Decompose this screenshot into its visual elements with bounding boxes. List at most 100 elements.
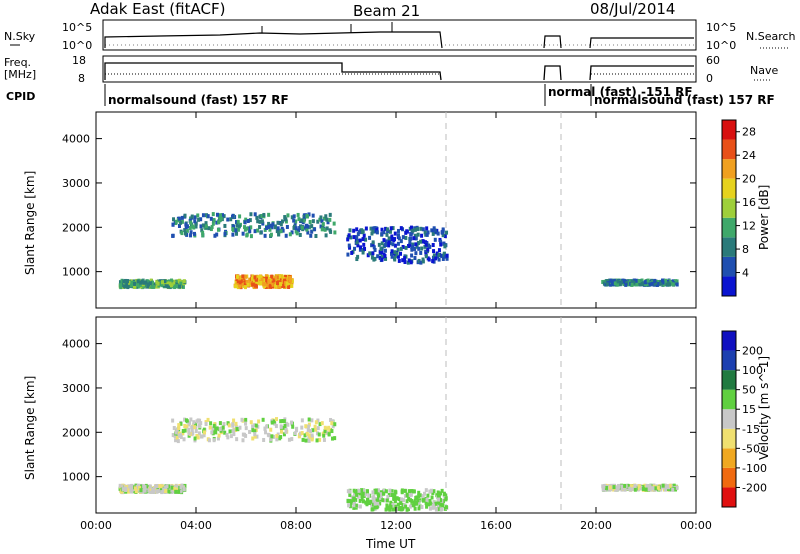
data-cell (370, 502, 374, 507)
data-cell (411, 244, 415, 249)
data-cell (318, 217, 322, 222)
data-cell (133, 284, 137, 289)
data-cell (187, 431, 191, 436)
colorbar-swatch (722, 139, 736, 160)
data-cell (414, 242, 418, 247)
data-cell (310, 229, 314, 234)
data-cell (249, 420, 253, 425)
data-cell (605, 282, 609, 287)
colorbar-swatch (722, 256, 736, 277)
data-cell (273, 225, 277, 230)
data-cell (173, 487, 177, 492)
data-cell (306, 424, 310, 429)
data-cell (189, 233, 193, 238)
data-cell (437, 248, 441, 253)
data-cell (193, 219, 197, 224)
data-cell (232, 432, 236, 437)
data-cell (366, 253, 370, 258)
data-cell (236, 219, 240, 224)
cpid-segment-2: normal (fast) -151 RF (548, 85, 693, 99)
data-cell (632, 280, 636, 285)
data-cell (251, 282, 255, 287)
data-cell (432, 226, 436, 231)
data-cell (417, 246, 421, 251)
data-cell (265, 424, 269, 429)
data-cell (333, 230, 337, 235)
data-cell (313, 424, 317, 429)
data-cell (284, 427, 288, 432)
data-cell (373, 256, 377, 261)
data-cell (155, 489, 159, 494)
data-cell (197, 431, 201, 436)
data-cell (611, 281, 615, 286)
data-cell (284, 281, 288, 286)
data-cell (396, 247, 400, 252)
data-cell (279, 282, 283, 287)
data-cell (288, 278, 292, 283)
data-cell (441, 233, 445, 238)
data-cell (631, 484, 635, 489)
data-cell (380, 492, 384, 497)
data-cell (376, 254, 380, 259)
data-cell (613, 278, 617, 283)
data-cell (311, 219, 315, 224)
data-cell (400, 488, 404, 493)
data-cell (235, 231, 239, 236)
data-cell (178, 284, 182, 289)
data-cell (253, 229, 257, 234)
data-cell (409, 260, 413, 265)
data-cell (136, 283, 140, 288)
data-cell (199, 224, 203, 229)
data-cell (432, 249, 436, 254)
data-cell (346, 489, 350, 494)
data-cell (444, 505, 448, 510)
data-cell (319, 215, 323, 220)
power-ylabel: Slant Range [km] (23, 171, 37, 275)
freq-trace-2 (543, 65, 562, 81)
data-cell (328, 212, 332, 217)
nave-tick-top: 60 (706, 54, 720, 67)
data-cell (194, 224, 198, 229)
data-cell (171, 418, 175, 423)
data-cell (308, 434, 312, 439)
data-cell (403, 493, 407, 498)
data-cell (369, 226, 373, 231)
data-cell (215, 212, 219, 217)
data-cell (358, 247, 362, 252)
data-cell (276, 226, 280, 231)
data-cell (252, 278, 256, 283)
data-cell (235, 437, 239, 442)
data-cell (386, 505, 390, 510)
data-cell (292, 224, 296, 229)
data-cell (241, 283, 245, 288)
data-cell (196, 213, 200, 218)
nsky-label: N.Sky (4, 30, 36, 43)
data-cell (365, 502, 369, 507)
data-cell (436, 500, 440, 505)
data-cell (270, 434, 274, 439)
data-cell (654, 486, 658, 491)
data-cell (236, 281, 240, 286)
data-cell (422, 491, 426, 496)
data-cell (267, 221, 271, 226)
colorbar-tick-label: -15 (742, 423, 760, 436)
data-cell (193, 436, 197, 441)
data-cell (375, 505, 379, 510)
data-cell (412, 500, 416, 505)
data-cell (609, 278, 613, 283)
data-cell (236, 227, 240, 232)
data-cell (272, 278, 276, 283)
data-cell (316, 418, 320, 423)
data-cell (392, 507, 396, 512)
data-cell (246, 219, 250, 224)
data-cell (439, 507, 443, 512)
data-cell (421, 498, 425, 503)
data-cell (287, 284, 291, 289)
data-cell (404, 235, 408, 240)
data-cell (150, 487, 154, 492)
data-cell (240, 417, 244, 422)
data-cell (348, 504, 352, 509)
colorbar-tick-label: 20 (742, 173, 756, 186)
freq-unit: [MHz] (4, 68, 36, 81)
data-cell (633, 487, 637, 492)
